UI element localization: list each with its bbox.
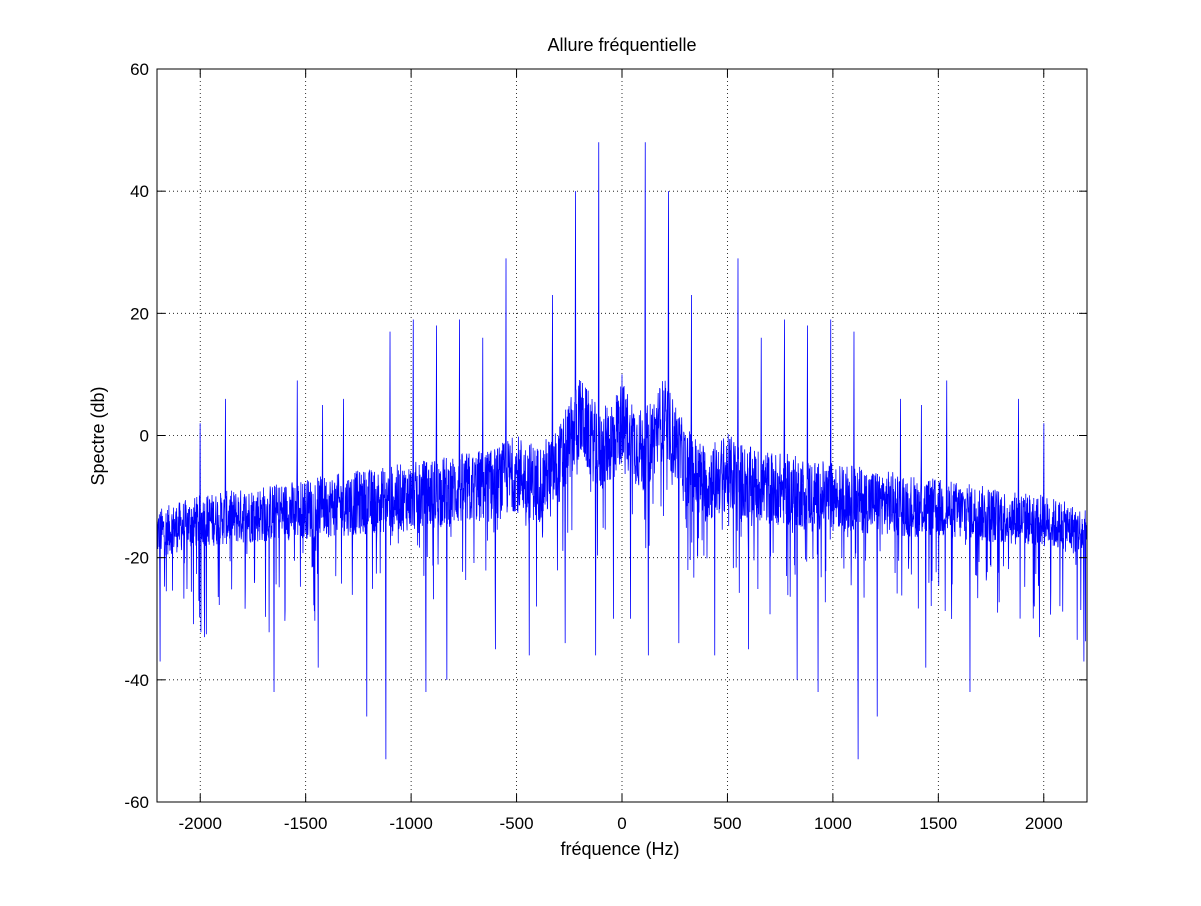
- x-tick-label: -2000: [178, 814, 221, 833]
- y-tick-label: 60: [130, 60, 149, 79]
- x-tick-labels: -2000 -1500 -1000 -500 0 500 1000 1500 2000: [178, 814, 1062, 833]
- y-tick-label: 20: [130, 304, 149, 323]
- spectrum-line: [157, 142, 1087, 760]
- x-tick-label: 1500: [919, 814, 957, 833]
- x-tick-label: 1000: [814, 814, 852, 833]
- x-axis-title: fréquence (Hz): [560, 839, 679, 859]
- x-tick-label: -1500: [284, 814, 327, 833]
- x-tick-label: -500: [500, 814, 534, 833]
- x-tick-label: 500: [713, 814, 741, 833]
- x-tick-label: 2000: [1025, 814, 1063, 833]
- y-tick-label: -60: [124, 793, 149, 812]
- y-axis-title: Spectre (db): [88, 386, 108, 485]
- y-tick-label: -20: [124, 549, 149, 568]
- axis-ticks: [157, 68, 1087, 803]
- y-tick-label: 40: [130, 182, 149, 201]
- x-tick-label: 0: [617, 814, 626, 833]
- chart-title: Allure fréquentielle: [547, 35, 696, 55]
- y-tick-label: 0: [140, 427, 149, 446]
- x-tick-label: -1000: [389, 814, 432, 833]
- y-tick-label: -40: [124, 671, 149, 690]
- y-tick-labels: -60 -40 -20 0 20 40 60: [124, 60, 149, 812]
